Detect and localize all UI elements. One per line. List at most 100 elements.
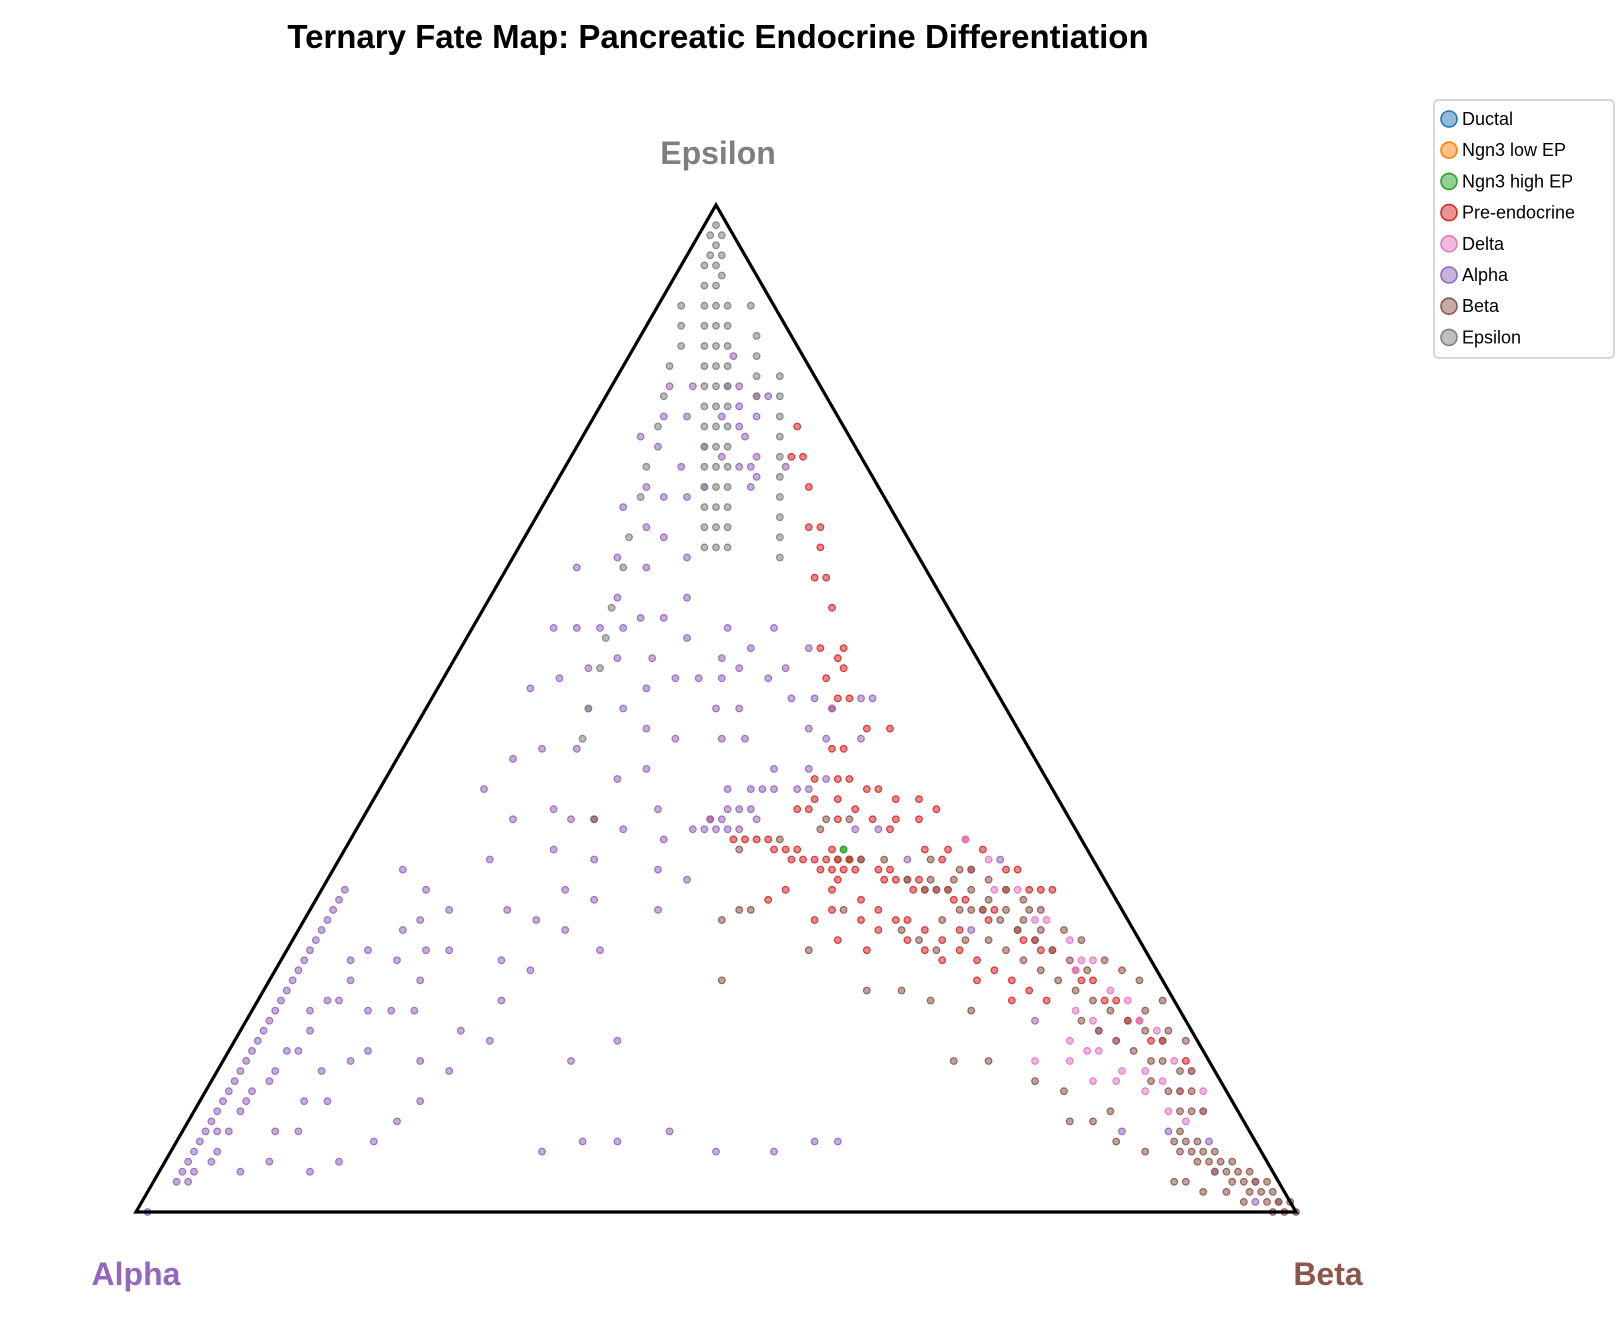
data-point — [224, 1087, 233, 1096]
data-point — [335, 895, 343, 904]
data-point — [317, 926, 326, 934]
data-point — [828, 865, 836, 874]
data-point — [833, 654, 842, 663]
data-point — [845, 775, 854, 783]
data-point — [1199, 1087, 1208, 1096]
data-point — [961, 895, 970, 904]
data-point — [712, 241, 720, 250]
data-point — [1106, 1107, 1115, 1116]
data-point — [654, 865, 662, 874]
data-point — [804, 805, 813, 814]
data-point — [561, 926, 570, 934]
data-point — [828, 603, 836, 612]
data-point — [485, 1036, 494, 1045]
data-point — [1228, 1157, 1237, 1166]
data-point — [1071, 986, 1080, 995]
data-point — [978, 906, 987, 914]
data-point — [752, 332, 761, 340]
legend-marker-ductal — [1440, 110, 1458, 128]
data-point — [833, 775, 842, 783]
data-point — [369, 1137, 378, 1146]
data-point — [178, 1167, 187, 1176]
data-point — [793, 785, 802, 793]
data-point — [723, 825, 732, 834]
data-point — [903, 936, 912, 944]
legend-marker-delta — [1440, 235, 1458, 253]
data-point — [1187, 1107, 1196, 1116]
data-point — [677, 462, 686, 471]
data-point — [712, 704, 720, 713]
legend-label-epsilon: Epsilon — [1462, 327, 1521, 347]
data-point — [828, 845, 836, 854]
data-point — [961, 835, 970, 844]
data-point — [857, 916, 865, 924]
data-point — [938, 855, 947, 864]
data-point — [259, 1026, 268, 1035]
data-point — [590, 895, 599, 904]
data-point — [984, 1057, 993, 1065]
data-point — [1170, 1056, 1179, 1065]
data-point — [1036, 906, 1045, 914]
data-point — [700, 402, 709, 411]
data-point — [619, 563, 628, 572]
data-point — [248, 1087, 256, 1096]
data-point — [248, 1046, 256, 1055]
data-point — [1251, 1197, 1260, 1206]
data-point — [804, 724, 813, 733]
data-point — [955, 865, 964, 874]
data-point — [793, 845, 802, 854]
data-point — [288, 976, 297, 985]
data-point — [242, 1097, 251, 1106]
data-point — [1013, 865, 1022, 874]
data-point — [1239, 1197, 1248, 1206]
data-point — [677, 301, 686, 310]
data-point — [967, 885, 976, 894]
data-point — [456, 1026, 465, 1035]
data-point — [306, 1026, 314, 1035]
data-point — [810, 916, 819, 924]
data-point — [688, 825, 697, 834]
data-point — [828, 906, 836, 914]
data-point — [700, 825, 709, 834]
data-point — [804, 785, 813, 793]
data-point — [723, 785, 732, 793]
data-point — [578, 1137, 587, 1146]
data-point — [938, 936, 947, 944]
data-point — [323, 1097, 332, 1106]
data-point — [839, 664, 848, 673]
data-point — [584, 664, 593, 673]
data-point — [816, 543, 825, 552]
data-point — [804, 765, 813, 773]
data-point — [596, 664, 604, 673]
data-point — [723, 301, 732, 310]
data-point — [654, 442, 662, 451]
data-point — [746, 301, 755, 310]
data-point — [1071, 966, 1080, 975]
data-point — [996, 855, 1005, 864]
data-point — [1007, 996, 1016, 1005]
data-point — [1181, 1137, 1190, 1146]
data-point — [659, 533, 668, 542]
data-point — [741, 835, 749, 844]
data-point — [984, 875, 993, 884]
data-point — [567, 1057, 575, 1065]
data-point — [735, 664, 744, 673]
data-point — [1257, 1187, 1266, 1196]
data-point — [775, 553, 784, 562]
data-point — [897, 986, 906, 995]
data-point — [712, 362, 720, 371]
data-point — [1002, 885, 1010, 894]
data-point — [735, 845, 744, 854]
data-point — [572, 624, 581, 632]
data-point — [723, 321, 732, 330]
data-point — [1077, 1016, 1086, 1025]
data-point — [1147, 1077, 1155, 1085]
data-point — [578, 734, 587, 743]
data-point — [862, 785, 871, 793]
data-point — [1205, 1137, 1213, 1146]
data-point — [1031, 936, 1039, 944]
data-point — [1251, 1177, 1260, 1186]
legend-box — [1433, 99, 1615, 359]
data-point — [1239, 1177, 1248, 1186]
data-point — [1112, 1137, 1121, 1146]
